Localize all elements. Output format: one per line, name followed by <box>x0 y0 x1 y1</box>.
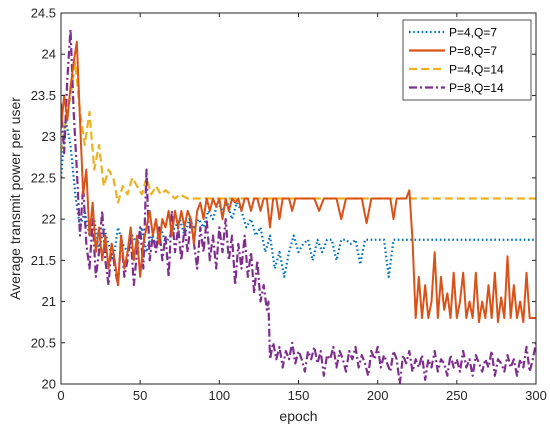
y-tick-label: 21 <box>42 294 56 309</box>
series-line-2 <box>61 40 536 324</box>
x-tick-label: 50 <box>133 388 147 403</box>
y-tick-label: 22 <box>42 212 56 227</box>
x-axis-label: epoch <box>279 408 317 424</box>
series-line-3 <box>61 61 536 204</box>
legend-box <box>402 19 532 101</box>
legend-label-1: P=4,Q=7 <box>449 26 497 40</box>
x-tick-label: 300 <box>525 388 547 403</box>
y-tick-label: 20 <box>42 377 56 392</box>
y-tick-label: 20.5 <box>31 335 56 350</box>
x-tick-label: 0 <box>57 388 64 403</box>
y-tick-label: 22.5 <box>31 170 56 185</box>
y-tick-label: 23.5 <box>31 88 56 103</box>
y-tick-label: 24 <box>42 47 56 62</box>
legend-label-2: P=8,Q=7 <box>449 44 497 58</box>
legend-label-4: P=8,Q=14 <box>449 81 504 95</box>
x-tick-label: 100 <box>208 388 230 403</box>
x-tick-label: 250 <box>446 388 468 403</box>
x-tick-label: 150 <box>288 388 310 403</box>
y-tick-label: 24.5 <box>31 6 56 21</box>
y-axis-label: Average transmit power per user <box>7 97 23 300</box>
series-layer <box>61 28 536 384</box>
y-tick-label: 23 <box>42 129 56 144</box>
x-tick-label: 200 <box>367 388 389 403</box>
series-line-4 <box>61 28 536 384</box>
y-tick-label: 21.5 <box>31 253 56 268</box>
legend: P=4,Q=7 P=8,Q=7 P=4,Q=14 P=8,Q=14 <box>402 19 532 101</box>
legend-label-3: P=4,Q=14 <box>449 63 504 77</box>
ticks-layer: 0 50 100 150 200 250 300 20 20.5 21 21.5 22 22.5 23 23… <box>31 6 547 404</box>
